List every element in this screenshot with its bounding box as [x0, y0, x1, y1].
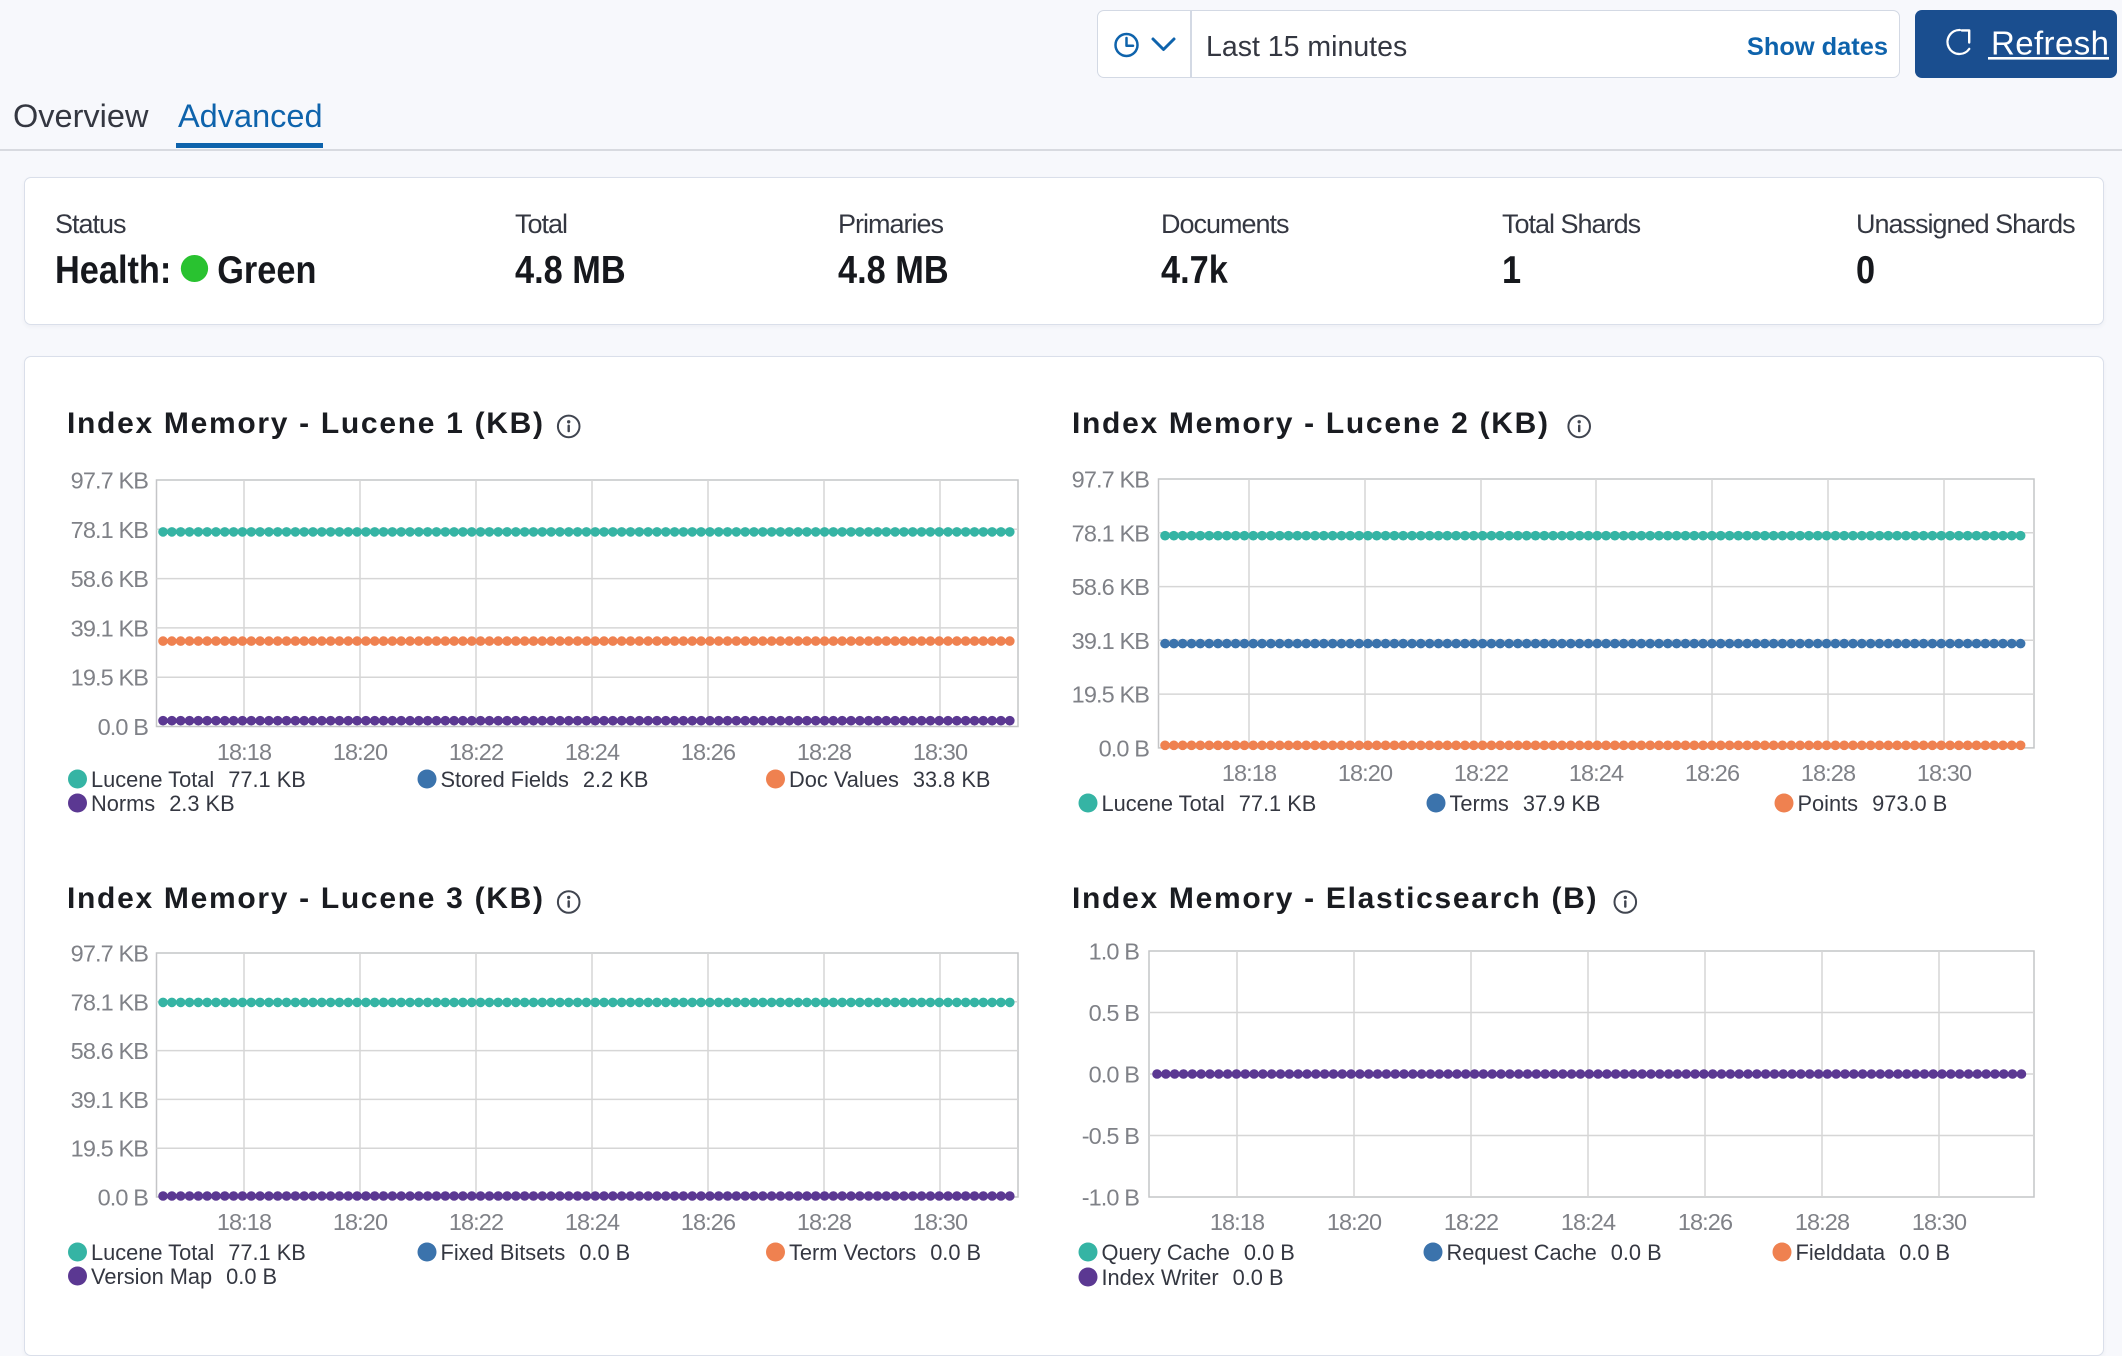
svg-text:18:18: 18:18	[1210, 1209, 1265, 1235]
svg-text:18:22: 18:22	[449, 1209, 503, 1235]
svg-text:18:28: 18:28	[1801, 760, 1856, 786]
svg-text:78.1 KB: 78.1 KB	[71, 989, 149, 1015]
svg-text:1.0 B: 1.0 B	[1089, 939, 1140, 965]
svg-text:0.0 B: 0.0 B	[98, 714, 149, 740]
svg-text:97.7 KB: 97.7 KB	[71, 941, 149, 967]
svg-text:Index Memory - Lucene 2 (KB): Index Memory - Lucene 2 (KB)	[1072, 407, 1550, 440]
svg-text:18:20: 18:20	[333, 739, 388, 765]
svg-text:78.1 KB: 78.1 KB	[1072, 520, 1150, 546]
svg-text:18:26: 18:26	[681, 1209, 736, 1235]
svg-text:-1.0 B: -1.0 B	[1082, 1185, 1140, 1211]
svg-text:18:26: 18:26	[681, 739, 736, 765]
svg-text:0.5 B: 0.5 B	[1089, 1000, 1140, 1026]
svg-text:Refresh: Refresh	[1991, 24, 2109, 61]
svg-text:0.0 B: 0.0 B	[1089, 1062, 1140, 1088]
svg-text:58.6 KB: 58.6 KB	[71, 1038, 149, 1064]
svg-text:18:30: 18:30	[1917, 760, 1972, 786]
svg-text:18:24: 18:24	[1561, 1209, 1616, 1235]
svg-text:39.1 KB: 39.1 KB	[1072, 628, 1150, 654]
svg-text:58.6 KB: 58.6 KB	[71, 566, 149, 592]
svg-text:18:24: 18:24	[1569, 760, 1624, 786]
svg-text:18:20: 18:20	[333, 1209, 388, 1235]
svg-text:Index Memory - Elasticsearch (: Index Memory - Elasticsearch (B)	[1072, 882, 1598, 915]
svg-text:18:30: 18:30	[1912, 1209, 1967, 1235]
svg-text:18:22: 18:22	[1444, 1209, 1498, 1235]
svg-text:18:30: 18:30	[913, 1209, 968, 1235]
svg-text:19.5 KB: 19.5 KB	[71, 665, 149, 691]
svg-text:18:28: 18:28	[797, 1209, 852, 1235]
svg-text:18:24: 18:24	[565, 739, 620, 765]
svg-text:97.7 KB: 97.7 KB	[71, 468, 149, 494]
svg-text:78.1 KB: 78.1 KB	[71, 517, 149, 543]
svg-text:18:20: 18:20	[1327, 1209, 1382, 1235]
svg-text:Index Memory - Lucene 3 (KB): Index Memory - Lucene 3 (KB)	[67, 882, 545, 915]
svg-text:18:30: 18:30	[913, 739, 968, 765]
svg-text:19.5 KB: 19.5 KB	[1072, 682, 1150, 708]
svg-text:0.0 B: 0.0 B	[98, 1185, 149, 1211]
svg-text:39.1 KB: 39.1 KB	[71, 615, 149, 641]
svg-text:18:18: 18:18	[217, 1209, 272, 1235]
svg-text:97.7 KB: 97.7 KB	[1072, 467, 1150, 493]
svg-text:18:28: 18:28	[1795, 1209, 1850, 1235]
svg-text:19.5 KB: 19.5 KB	[71, 1136, 149, 1162]
svg-text:18:26: 18:26	[1678, 1209, 1733, 1235]
svg-text:-0.5 B: -0.5 B	[1082, 1123, 1140, 1149]
svg-text:18:26: 18:26	[1685, 760, 1740, 786]
svg-text:18:28: 18:28	[797, 739, 852, 765]
svg-text:18:24: 18:24	[565, 1209, 620, 1235]
svg-text:39.1 KB: 39.1 KB	[71, 1087, 149, 1113]
svg-text:58.6 KB: 58.6 KB	[1072, 574, 1150, 600]
svg-text:18:18: 18:18	[217, 739, 272, 765]
svg-text:18:18: 18:18	[1222, 760, 1277, 786]
svg-text:18:22: 18:22	[1454, 760, 1508, 786]
svg-text:18:20: 18:20	[1338, 760, 1393, 786]
svg-text:0.0 B: 0.0 B	[1099, 735, 1150, 761]
svg-text:18:22: 18:22	[449, 739, 503, 765]
svg-text:Index Memory - Lucene 1 (KB): Index Memory - Lucene 1 (KB)	[67, 407, 545, 440]
